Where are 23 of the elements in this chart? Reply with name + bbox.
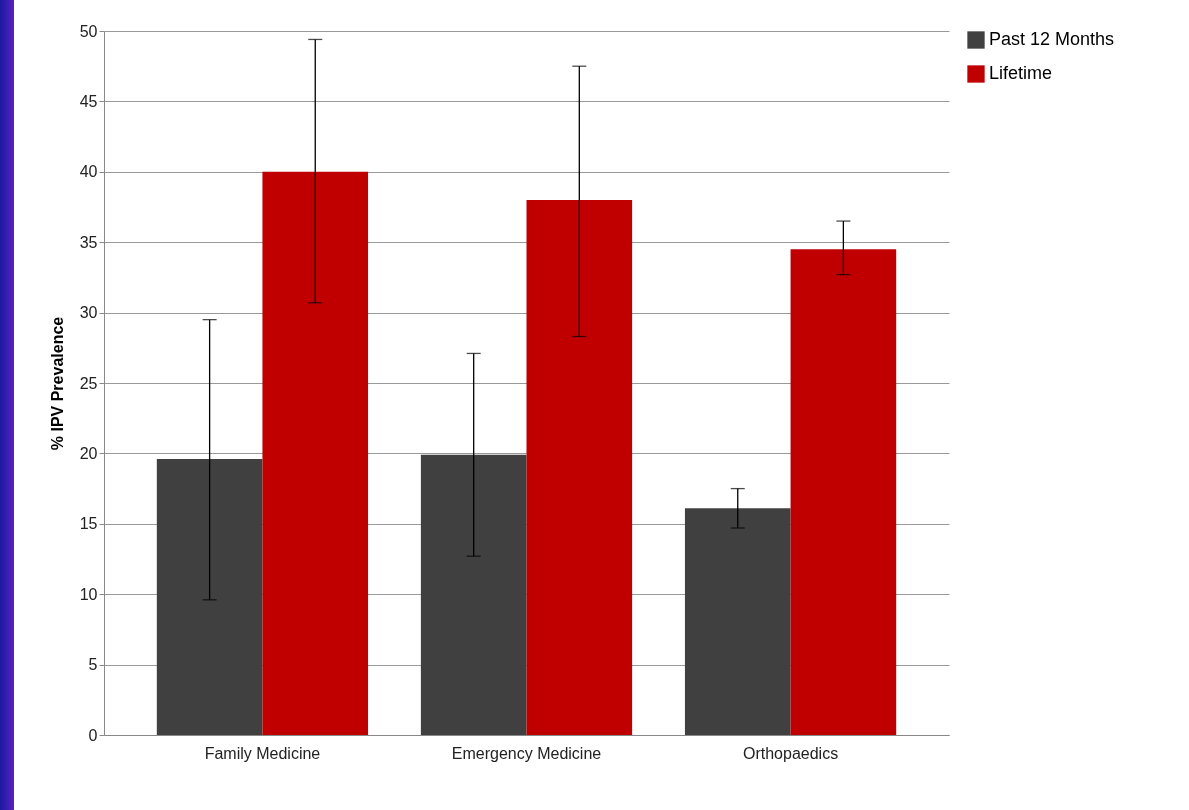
y-tick-label: 35 bbox=[79, 233, 98, 251]
y-tick-label: 50 bbox=[79, 22, 98, 40]
y-tick-label: 45 bbox=[79, 92, 98, 110]
x-tick-label: Family Medicine bbox=[204, 744, 321, 762]
bar bbox=[262, 171, 369, 735]
y-tick-label: 0 bbox=[88, 726, 98, 744]
y-tick-label: 40 bbox=[79, 163, 98, 181]
bar bbox=[684, 508, 791, 735]
bar bbox=[156, 459, 263, 735]
y-tick-label: 10 bbox=[79, 585, 98, 603]
y-tick-label: 30 bbox=[79, 304, 98, 322]
y-tick-label: 25 bbox=[79, 374, 98, 392]
x-tick-label: Emergency Medicine bbox=[451, 744, 602, 762]
y-tick-label: 15 bbox=[79, 515, 98, 533]
bar bbox=[420, 454, 527, 735]
y-axis-title: % IPV Prevalence bbox=[48, 316, 66, 451]
x-tick-label: Orthopaedics bbox=[742, 744, 839, 762]
legend-label: Past 12 Months bbox=[989, 29, 1115, 49]
y-tick-label: 20 bbox=[79, 444, 98, 462]
y-tick-label: 5 bbox=[88, 656, 98, 674]
bar bbox=[526, 199, 633, 735]
legend-label: Lifetime bbox=[989, 63, 1053, 83]
bar bbox=[790, 249, 897, 735]
